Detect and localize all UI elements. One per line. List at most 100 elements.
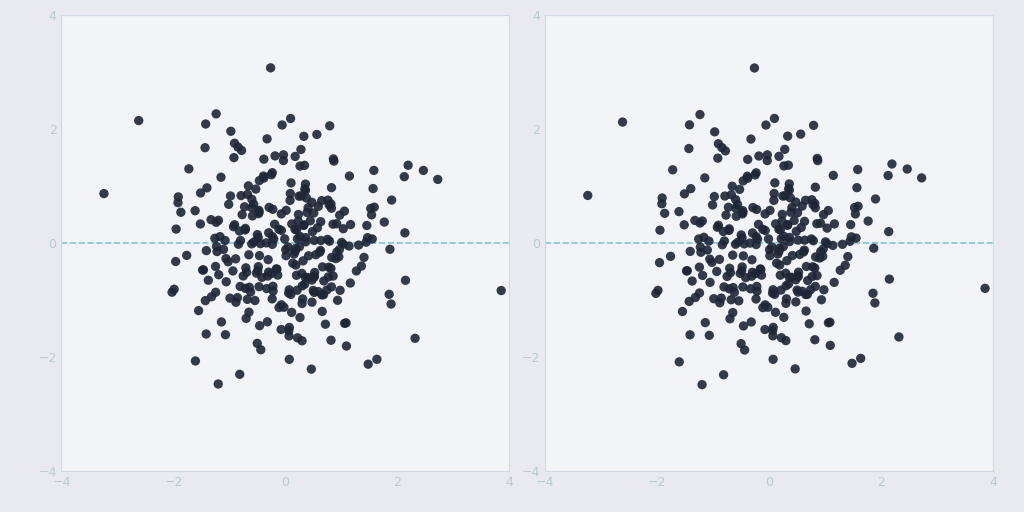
- Point: [241, 283, 257, 291]
- Point: [767, 308, 783, 316]
- Point: [297, 273, 313, 282]
- Point: [238, 284, 254, 292]
- Point: [733, 339, 750, 348]
- Point: [290, 217, 306, 225]
- Point: [295, 257, 311, 265]
- Point: [284, 220, 300, 228]
- Point: [775, 232, 792, 240]
- Point: [807, 264, 823, 272]
- Point: [727, 196, 743, 204]
- Point: [243, 288, 259, 296]
- Point: [164, 288, 180, 296]
- Point: [682, 247, 698, 255]
- Point: [699, 246, 716, 254]
- Point: [781, 233, 798, 242]
- Point: [853, 354, 869, 362]
- Point: [748, 269, 764, 278]
- Point: [308, 131, 325, 139]
- Point: [654, 194, 671, 202]
- Point: [765, 327, 781, 335]
- Point: [233, 210, 250, 219]
- Point: [278, 246, 294, 254]
- Point: [742, 135, 759, 143]
- Point: [306, 272, 323, 280]
- Point: [819, 240, 836, 248]
- Point: [253, 346, 269, 354]
- Point: [744, 268, 761, 276]
- Point: [383, 196, 399, 204]
- Point: [208, 218, 224, 226]
- Point: [355, 253, 372, 262]
- Point: [294, 337, 310, 345]
- Point: [790, 236, 806, 244]
- Point: [295, 295, 311, 303]
- Point: [288, 244, 304, 252]
- Point: [200, 276, 216, 284]
- Point: [773, 334, 790, 342]
- Point: [297, 186, 313, 195]
- Point: [218, 254, 234, 263]
- Point: [720, 203, 736, 211]
- Point: [250, 233, 266, 242]
- Point: [248, 269, 264, 277]
- Point: [814, 252, 830, 261]
- Point: [759, 151, 775, 159]
- Point: [258, 239, 274, 247]
- Point: [269, 271, 286, 279]
- Point: [801, 319, 817, 328]
- Point: [805, 263, 821, 271]
- Point: [780, 280, 797, 288]
- Point: [809, 220, 825, 228]
- Point: [773, 286, 790, 294]
- Point: [796, 246, 812, 254]
- Point: [807, 282, 823, 290]
- Point: [264, 205, 281, 214]
- Point: [293, 192, 309, 200]
- Point: [227, 298, 244, 306]
- Point: [826, 279, 843, 287]
- Point: [231, 370, 248, 378]
- Point: [773, 234, 790, 243]
- Point: [296, 161, 312, 169]
- Point: [267, 152, 284, 160]
- Point: [766, 196, 782, 204]
- Point: [787, 365, 804, 373]
- Point: [199, 184, 215, 192]
- Point: [781, 273, 798, 281]
- Point: [790, 272, 806, 281]
- Point: [244, 204, 260, 212]
- Point: [230, 240, 247, 248]
- Point: [304, 298, 321, 306]
- Point: [721, 225, 737, 233]
- Point: [289, 286, 305, 294]
- Point: [313, 291, 330, 299]
- Point: [233, 146, 250, 155]
- Point: [220, 200, 237, 208]
- Point: [820, 206, 837, 215]
- Point: [648, 289, 665, 297]
- Point: [225, 223, 242, 231]
- Point: [843, 233, 859, 241]
- Point: [323, 200, 339, 208]
- Point: [213, 318, 229, 326]
- Point: [781, 186, 798, 195]
- Point: [736, 346, 753, 354]
- Point: [289, 226, 305, 234]
- Point: [187, 357, 204, 365]
- Point: [772, 271, 788, 279]
- Point: [712, 298, 728, 307]
- Point: [226, 221, 243, 229]
- Point: [264, 168, 281, 177]
- Point: [258, 285, 274, 293]
- Point: [304, 227, 321, 236]
- Point: [780, 184, 797, 193]
- Point: [805, 201, 821, 209]
- Point: [266, 220, 283, 228]
- Point: [251, 206, 267, 215]
- Point: [731, 185, 748, 194]
- Point: [692, 243, 709, 251]
- Point: [213, 173, 229, 181]
- Point: [317, 320, 334, 328]
- Point: [284, 308, 300, 316]
- Point: [865, 244, 882, 252]
